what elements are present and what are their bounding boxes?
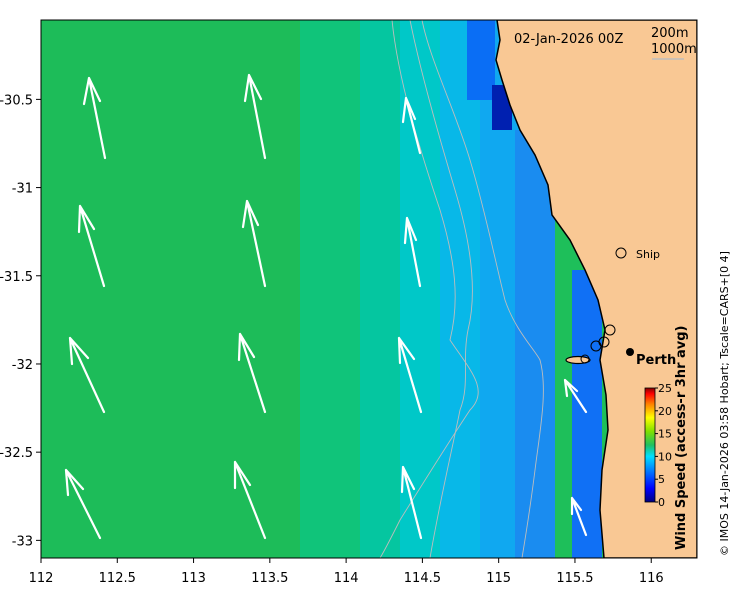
isobath-1000m xyxy=(379,20,479,558)
wind-arrow xyxy=(64,468,102,540)
plot-frame xyxy=(40,19,698,559)
colorbar-tick-label: 20 xyxy=(658,405,672,418)
colorbar-label: Wind Speed (access-r 3hr avg) xyxy=(674,326,689,551)
y-tick-label: -30.5 xyxy=(0,93,33,108)
colorbar-tick-label: 0 xyxy=(658,496,665,509)
y-tick-label: -33 xyxy=(12,534,33,549)
wind-arrow xyxy=(401,96,422,155)
perth-label: Perth xyxy=(636,353,676,368)
wind-arrow xyxy=(563,378,588,414)
isobath-label-1000m: 1000m xyxy=(651,42,697,57)
credit-text: © IMOS 14-Jan-2026 03:58 Hobart; Tscale=… xyxy=(718,251,731,556)
colorbar-tick-label: 10 xyxy=(658,450,672,463)
wind-arrow xyxy=(237,332,267,414)
wind-arrow xyxy=(397,336,423,414)
x-tick-label: 113 xyxy=(181,571,206,586)
x-axis: 112 112.5 113 113.5 114 114.5 115 115.5 116 xyxy=(29,558,664,586)
wind-arrow xyxy=(233,460,267,540)
x-tick-label: 115 xyxy=(486,571,511,586)
wind-arrow xyxy=(400,465,423,540)
colorbar-tick-label: 25 xyxy=(658,382,672,395)
x-tick-label: 114 xyxy=(334,571,359,586)
wind-arrow xyxy=(243,73,267,160)
station-marker xyxy=(580,354,590,364)
perth-marker xyxy=(626,348,634,356)
station-markers xyxy=(580,324,616,364)
wind-arrow xyxy=(570,496,588,537)
wind-field-nearshore-blue xyxy=(572,270,602,558)
station-marker xyxy=(604,324,616,336)
wind-arrows xyxy=(64,73,588,540)
y-tick-label: -31.5 xyxy=(0,270,33,285)
x-tick-label: 112 xyxy=(29,571,54,586)
colorbar-ticks: 0 5 10 15 20 25 xyxy=(655,382,672,509)
ship-marker xyxy=(615,247,627,259)
colorbar xyxy=(644,387,656,503)
x-tick-label: 115.5 xyxy=(556,571,593,586)
wind-arrow xyxy=(241,199,267,288)
isobath-200m xyxy=(421,20,544,558)
map-plot-area xyxy=(41,20,697,558)
wind-arrow xyxy=(77,204,106,288)
wind-field-north-blue xyxy=(467,20,495,100)
ship-label: Ship xyxy=(636,248,660,261)
isobath-1000m-inner xyxy=(409,20,473,558)
x-tick-label: 112.5 xyxy=(99,571,136,586)
isobath-label-200m: 200m xyxy=(651,26,688,41)
wind-arrow xyxy=(403,216,422,288)
rottnest-island xyxy=(565,355,591,365)
wind-field-transition xyxy=(300,20,360,558)
colorbar-tick-label: 15 xyxy=(658,428,672,441)
wind-field-coastal-blue xyxy=(515,130,555,558)
colorbar-tick-label: 5 xyxy=(658,473,665,486)
y-axis: -30.5 -31 -31.5 -32 -32.5 -33 xyxy=(0,93,41,549)
x-tick-label: 116 xyxy=(639,571,664,586)
y-tick-label: -31 xyxy=(12,182,33,197)
x-tick-label: 113.5 xyxy=(251,571,288,586)
station-marker xyxy=(598,336,610,348)
x-tick-label: 114.5 xyxy=(404,571,441,586)
date-label: 02-Jan-2026 00Z xyxy=(514,32,623,47)
y-tick-label: -32 xyxy=(12,358,33,373)
wind-arrow xyxy=(82,76,107,160)
y-tick-label: -32.5 xyxy=(0,446,33,461)
wind-arrow xyxy=(68,336,106,414)
